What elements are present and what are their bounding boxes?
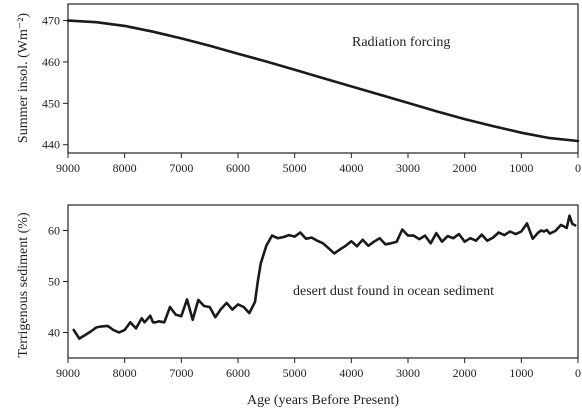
insolation-x-tick-label: 5000: [283, 161, 307, 175]
insolation-y-tick-label: 460: [42, 55, 60, 69]
insolation-x-tick-label: 0: [575, 161, 581, 175]
insolation-y-axis-title: Summer insol. (Wm⁻²): [16, 13, 31, 144]
sediment-x-tick-label: 1000: [509, 366, 533, 380]
sediment-x-tick-label: 9000: [56, 366, 80, 380]
insolation-axis-ticks: 9000 8000 7000 6000 5000 4000 3000 2000 1000 0 440…: [42, 14, 581, 175]
sediment-x-tick-label: 3000: [396, 366, 420, 380]
sediment-x-tick-label: 7000: [169, 366, 193, 380]
sediment-annotation: desert dust found in ocean sediment: [293, 284, 494, 299]
sediment-axis-ticks: 9000 8000 7000 6000 5000 4000 3000 2000 1000 0 40 5…: [48, 224, 581, 381]
sediment-y-tick-label: 60: [48, 224, 60, 238]
insolation-y-tick-label: 440: [42, 138, 60, 152]
insolation-x-tick-label: 3000: [396, 161, 420, 175]
insolation-x-tick-label: 6000: [226, 161, 250, 175]
sediment-y-axis-title: Terrigenous sediment (%): [16, 212, 31, 358]
sediment-x-tick-label: 8000: [113, 366, 137, 380]
sediment-series-line: [72, 214, 577, 340]
sediment-plot-frame: [67, 204, 579, 359]
sediment-x-tick-label: 4000: [339, 366, 363, 380]
sediment-y-tick-label: 40: [48, 326, 60, 340]
sediment-x-tick-label: 6000: [226, 366, 250, 380]
insolation-x-tick-label: 9000: [56, 161, 80, 175]
sediment-x-tick-label: 2000: [453, 366, 477, 380]
insolation-plot-frame: [67, 3, 579, 154]
sediment-x-tick-label: 0: [575, 366, 581, 380]
insolation-x-tick-label: 8000: [113, 161, 137, 175]
insolation-y-tick-label: 470: [42, 14, 60, 28]
sediment-x-axis-title: Age (years Before Present): [247, 393, 399, 408]
insolation-annotation: Radiation forcing: [352, 35, 450, 50]
insolation-x-tick-label: 7000: [169, 161, 193, 175]
insolation-x-tick-label: 4000: [339, 161, 363, 175]
sediment-panel: 9000 8000 7000 6000 5000 4000 3000 2000 1000 0 40 5…: [16, 204, 581, 408]
insolation-x-tick-label: 1000: [509, 161, 533, 175]
insolation-series-line: [66, 19, 580, 143]
insolation-y-tick-label: 450: [42, 96, 60, 110]
sediment-y-tick-label: 50: [48, 275, 60, 289]
insolation-panel: 9000 8000 7000 6000 5000 4000 3000 2000 1000 0 440…: [16, 3, 581, 175]
sediment-x-tick-label: 5000: [283, 366, 307, 380]
insolation-x-tick-label: 2000: [453, 161, 477, 175]
